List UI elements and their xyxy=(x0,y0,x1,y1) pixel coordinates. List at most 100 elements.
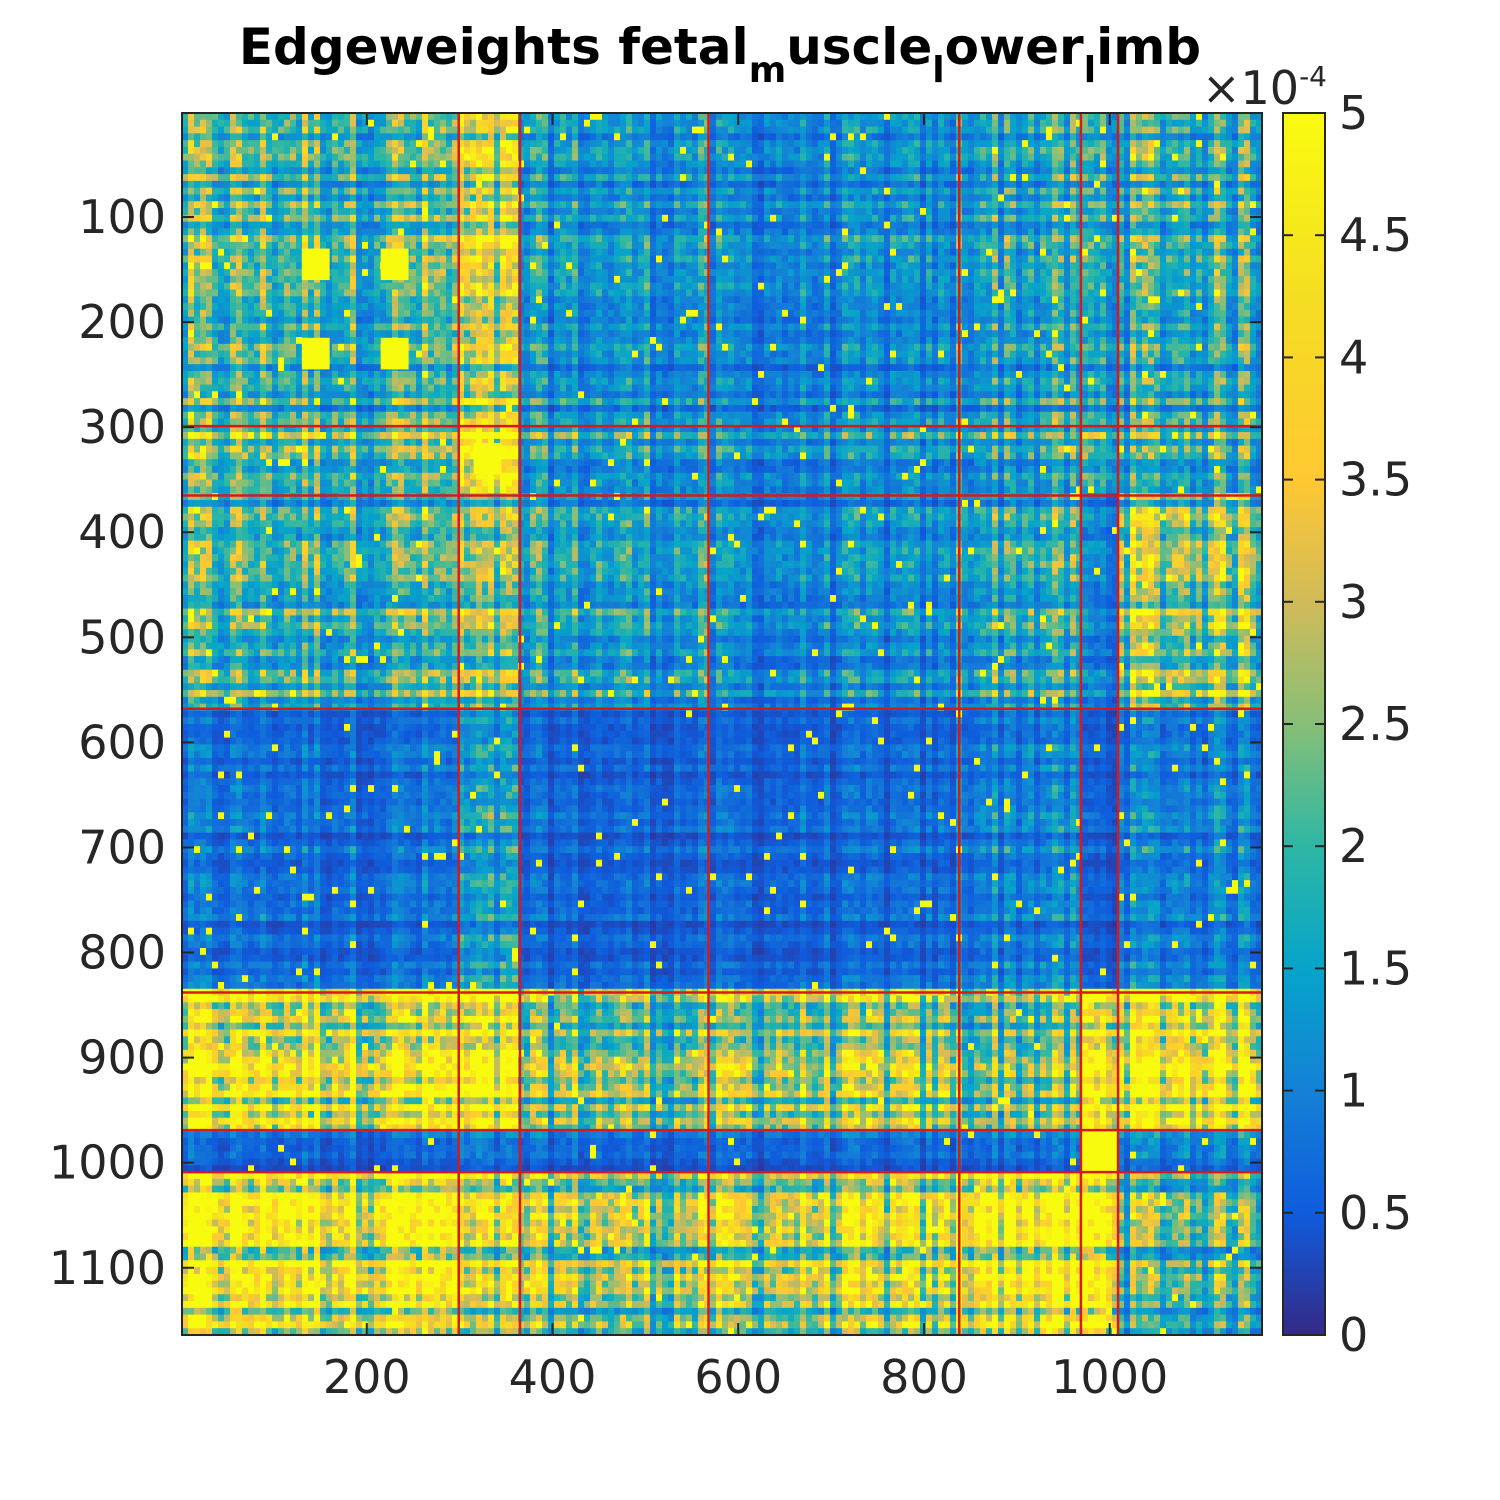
heatmap-cell xyxy=(938,127,945,134)
heatmap-cell xyxy=(710,120,717,127)
heatmap-cell xyxy=(506,120,513,127)
heatmap-cell xyxy=(926,113,933,120)
heatmap-cell xyxy=(1226,127,1233,134)
heatmap-cell xyxy=(200,127,207,134)
heatmap-cell xyxy=(512,133,519,140)
heatmap-cell xyxy=(416,120,423,127)
heatmap-cell xyxy=(872,133,879,140)
heatmap-cell xyxy=(1016,127,1023,134)
heatmap-cell xyxy=(698,120,705,127)
heatmap-cell xyxy=(1070,127,1077,134)
heatmap-cell xyxy=(1094,127,1101,134)
heatmap-cell xyxy=(368,120,375,127)
heatmap-cell xyxy=(1160,113,1167,120)
heatmap-cell xyxy=(470,113,477,120)
heatmap-cell xyxy=(686,120,693,127)
heatmap-cell xyxy=(752,127,759,134)
heatmap-cell xyxy=(1088,127,1095,134)
heatmap-cell xyxy=(206,127,213,134)
heatmap-cell xyxy=(728,120,735,127)
heatmap-cell xyxy=(578,113,585,120)
heatmap-cell xyxy=(1136,113,1143,120)
heatmap-cell xyxy=(386,133,393,140)
heatmap-cell xyxy=(686,133,693,140)
heatmap-cell xyxy=(836,133,843,140)
heatmap-cell xyxy=(668,133,675,140)
heatmap-cell xyxy=(194,127,201,134)
heatmap-cell xyxy=(326,133,333,140)
heatmap-cell xyxy=(362,127,369,134)
heatmap-cell xyxy=(638,133,645,140)
heatmap-cell xyxy=(656,113,663,120)
heatmap-cell xyxy=(584,127,591,134)
heatmap-cell xyxy=(404,133,411,140)
heatmap-cell xyxy=(596,113,603,120)
heatmap-cell xyxy=(608,127,615,134)
heatmap-cell xyxy=(1232,120,1239,127)
heatmap-cell xyxy=(800,127,807,134)
heatmap-cell xyxy=(896,120,903,127)
heatmap-cell xyxy=(614,133,621,140)
heatmap-cell xyxy=(878,127,885,134)
heatmap-cell xyxy=(1040,113,1047,120)
heatmap-cell xyxy=(536,133,543,140)
heatmap-cell xyxy=(608,113,615,120)
heatmap-cell xyxy=(788,133,795,140)
heatmap-cell xyxy=(254,120,261,127)
heatmap-cell xyxy=(500,120,507,127)
heatmap-cell xyxy=(614,127,621,134)
heatmap-cell xyxy=(944,120,951,127)
heatmap-cell xyxy=(1028,113,1035,120)
heatmap-cell xyxy=(536,113,543,120)
heatmap-cell xyxy=(920,127,927,134)
heatmap-cell xyxy=(848,127,855,134)
heatmap-cell xyxy=(710,113,717,120)
heatmap-cell xyxy=(860,120,867,127)
heatmap-cell xyxy=(248,120,255,127)
heatmap-cell xyxy=(614,120,621,127)
heatmap-cell xyxy=(440,113,447,120)
heatmap-cell xyxy=(1058,127,1065,134)
heatmap-cell xyxy=(926,120,933,127)
heatmap-cell xyxy=(572,113,579,120)
heatmap-cell xyxy=(662,127,669,134)
heatmap-cell xyxy=(806,127,813,134)
heatmap-cell xyxy=(986,120,993,127)
heatmap-cell xyxy=(554,127,561,134)
heatmap-cell xyxy=(1220,120,1227,127)
heatmap-cell xyxy=(410,133,417,140)
heatmap-cell xyxy=(830,120,837,127)
heatmap-cell xyxy=(686,113,693,120)
heatmap-cell xyxy=(380,127,387,134)
heatmap-cell xyxy=(1154,120,1161,127)
heatmap-cell xyxy=(410,120,417,127)
heatmap-cell xyxy=(584,113,591,120)
heatmap-cell xyxy=(848,113,855,120)
heatmap-cell xyxy=(242,113,249,120)
heatmap-cell xyxy=(206,113,213,120)
heatmap-cell xyxy=(314,113,321,120)
heatmap-cell xyxy=(1058,113,1065,120)
heatmap-cell xyxy=(914,120,921,127)
heatmap-cell xyxy=(1208,120,1215,127)
heatmap-cell xyxy=(746,120,753,127)
heatmap-cell xyxy=(878,133,885,140)
heatmap-cell xyxy=(500,113,507,120)
heatmap-cell xyxy=(590,120,597,127)
heatmap-cell xyxy=(194,120,201,127)
heatmap-cell xyxy=(230,120,237,127)
heatmap-cell xyxy=(626,127,633,134)
heatmap-cell xyxy=(842,120,849,127)
heatmap-cell xyxy=(854,120,861,127)
heatmap-cell xyxy=(1082,127,1089,134)
heatmap-cell xyxy=(644,133,651,140)
heatmap-cell xyxy=(602,113,609,120)
heatmap-cell xyxy=(344,120,351,127)
heatmap-cell xyxy=(926,133,933,140)
heatmap-cell xyxy=(266,127,273,134)
heatmap-cell xyxy=(536,127,543,134)
heatmap-cell xyxy=(908,120,915,127)
heatmap-cell xyxy=(716,127,723,134)
heatmap-cell xyxy=(1064,120,1071,127)
heatmap-cell xyxy=(380,133,387,140)
